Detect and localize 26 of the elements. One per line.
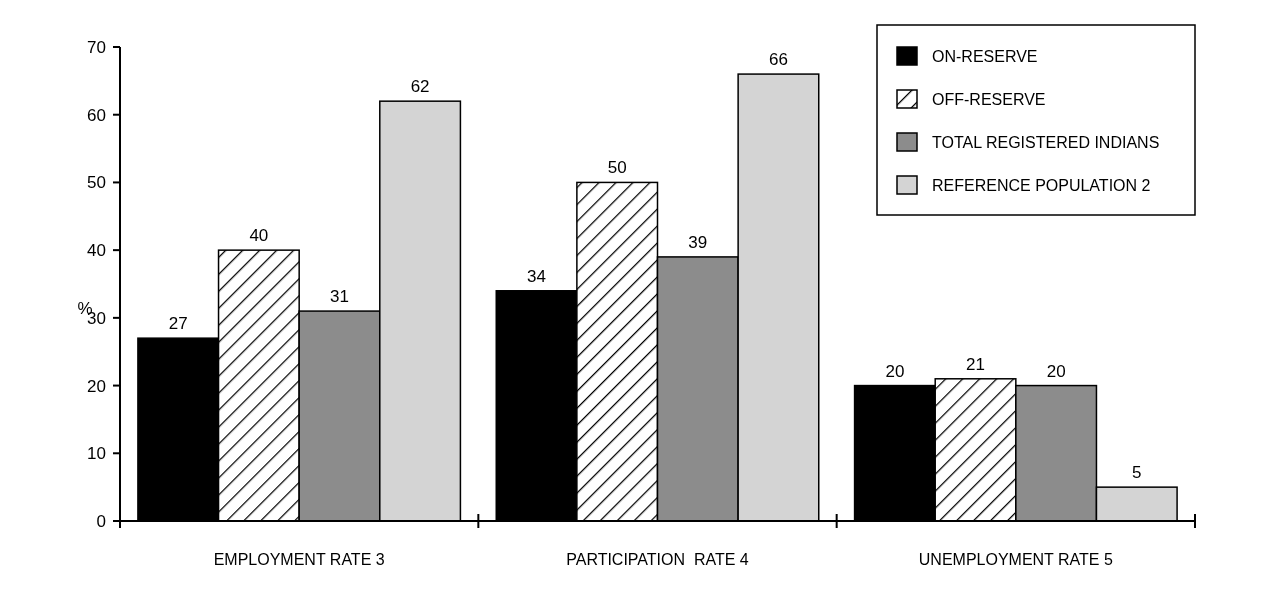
y-tick-label: 10 [87, 444, 106, 464]
legend-label: ON-RESERVE [932, 47, 1038, 65]
data-label: 34 [527, 266, 547, 286]
legend-label: OFF-RESERVE [932, 90, 1046, 108]
data-label: 31 [330, 287, 349, 307]
x-tick-label: EMPLOYMENT RATE 3 [213, 551, 385, 568]
y-tick-label: 60 [87, 105, 106, 125]
data-label: 27 [168, 314, 188, 334]
y-tick-label: 50 [87, 173, 106, 193]
data-label: 40 [249, 226, 269, 246]
legend-label: TOTAL REGISTERED INDIANS [932, 133, 1160, 151]
y-tick-label: 70 [87, 37, 106, 57]
y-tick-label: 0 [96, 511, 106, 531]
data-label: 39 [688, 232, 708, 252]
data-label: 21 [966, 354, 985, 374]
y-tick-label: 40 [87, 241, 106, 261]
data-label: 5 [1132, 463, 1142, 483]
y-tick-label: 20 [87, 376, 106, 396]
data-label: 66 [768, 50, 788, 70]
x-tick-label: UNEMPLOYMENT RATE 5 [918, 551, 1113, 568]
x-tick-label: PARTICIPATION RATE 4 [566, 551, 749, 568]
data-label: 50 [607, 158, 627, 178]
data-label: 20 [1046, 361, 1066, 381]
legend-label: REFERENCE POPULATION 2 [932, 176, 1151, 194]
data-label: 62 [410, 77, 430, 97]
data-label: 20 [885, 361, 905, 381]
